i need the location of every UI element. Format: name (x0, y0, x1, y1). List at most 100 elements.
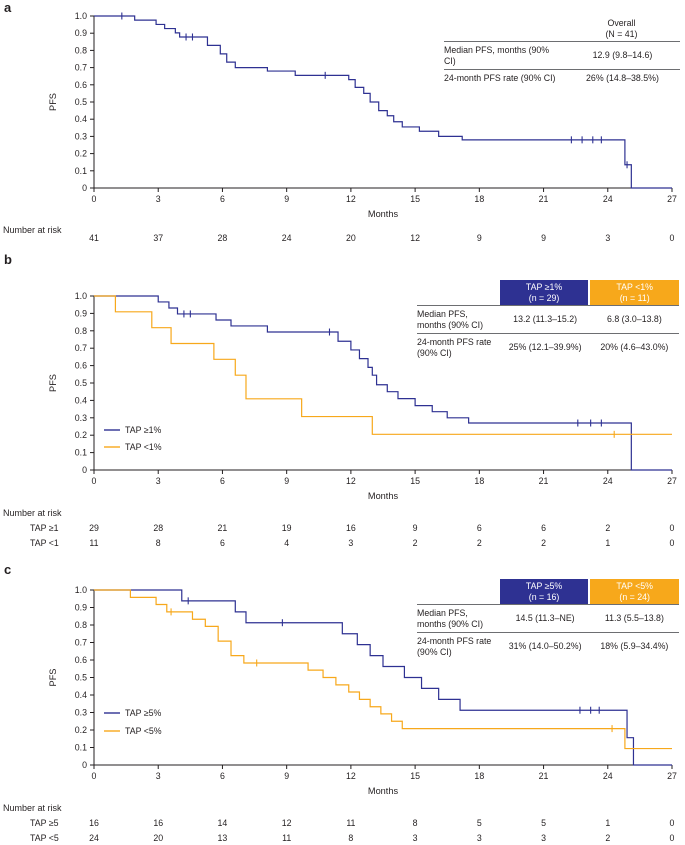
y-tick-label: 0.6 (75, 80, 87, 90)
km-chart-tap1: 00.10.20.30.40.50.60.70.80.91.00 3 6 9 12 15 1… (3, 291, 677, 548)
at-risk-count: 8 (156, 538, 161, 548)
x-axis-title: Months (368, 491, 399, 501)
at-risk-count: 16 (153, 818, 163, 828)
stats-row-label: Median PFS, months (90% CI) (417, 309, 483, 330)
number-at-risk-label: Number at risk (3, 803, 62, 813)
stats-table-header: TAP ≥5% (n = 16) TAP <5% (n = 24) (417, 579, 680, 606)
stats-table-row: 24-month PFS rate (90% CI) 31% (14.0–50.2… (417, 633, 679, 660)
at-risk-count: 3 (477, 833, 482, 843)
stats-row-label: Median PFS, months (90% CI) (444, 45, 550, 66)
y-tick-label: 0.6 (75, 655, 87, 665)
panel-c: 0 0.1 0.2 0.3 0.4 0.5 0.6 0.7 0.8 0.9 1.0 0 3 6 9 12 15 1… (0, 562, 685, 845)
column-subtitle: (N = 41) (605, 28, 638, 39)
legend-label: TAP <1% (125, 442, 162, 452)
x-tick-label: 3 (156, 194, 161, 204)
at-risk-count: 14 (218, 818, 228, 828)
y-tick-label: 0.1 (75, 448, 87, 458)
km-chart-overall: 0 0.1 0.2 0.3 0.4 0.5 0.6 0.7 0.8 0.9 1.0 0 3 6 9 12 15 1… (3, 11, 677, 243)
x-tick-label: 18 (474, 476, 484, 486)
at-risk-count: 28 (153, 523, 163, 533)
y-tick-label: 0.2 (75, 725, 87, 735)
at-risk-count: 41 (89, 233, 99, 243)
stats-table-row: 24-month PFS rate (90% CI) 25% (12.1–39.9… (417, 334, 679, 361)
x-tick-label: 0 (92, 194, 97, 204)
stats-table-tap5: TAP ≥5% (n = 16) TAP <5% (n = 24) Median PFS… (417, 579, 680, 660)
stats-row-value: 20% (4.6–43.0%) (600, 342, 669, 353)
stats-row-value: 31% (14.0–50.2%) (508, 641, 582, 652)
at-risk-count: 11 (282, 833, 291, 843)
legend-label: TAP ≥1% (125, 425, 161, 435)
stats-row-label: 24-month PFS rate (90% CI) (417, 337, 492, 358)
column-subtitle: (n = 11) (619, 292, 650, 303)
at-risk-count: 20 (153, 833, 163, 843)
x-tick-label: 0 (92, 476, 97, 486)
y-tick-label: 0.8 (75, 620, 87, 630)
stats-table-row: 24-month PFS rate (90% CI) 26% (14.8–38.5… (444, 70, 680, 87)
at-risk-count: 37 (153, 233, 163, 243)
stats-table-column-header: Overall (N = 41) (563, 16, 680, 41)
stats-table-header-spacer (417, 579, 498, 604)
x-tick-label: 3 (156, 771, 161, 781)
x-tick-label: 0 (92, 771, 97, 781)
at-risk-group-label: TAP <5 (30, 833, 59, 843)
y-tick-label: 0.5 (75, 97, 87, 107)
at-risk-count: 0 (670, 833, 675, 843)
at-risk-count: 6 (477, 523, 482, 533)
at-risk-count: 9 (541, 233, 546, 243)
column-subtitle: (n = 24) (619, 591, 650, 602)
stats-row-value: 26% (14.8–38.5%) (586, 73, 659, 84)
y-tick-label: 0.4 (75, 395, 87, 405)
number-at-risk-label: Number at risk (3, 508, 62, 518)
stats-row-value: 13.2 (11.3–15.2) (513, 314, 578, 325)
stats-row-label: 24-month PFS rate (90% CI) (417, 636, 492, 657)
at-risk-group-label: TAP <1 (30, 538, 59, 548)
column-subtitle: (n = 16) (528, 591, 560, 602)
x-tick-label: 21 (539, 771, 549, 781)
x-tick-label: 6 (220, 476, 225, 486)
at-risk-count: 0 (670, 233, 675, 243)
at-risk-count: 5 (477, 818, 482, 828)
at-risk-count: 2 (541, 538, 546, 548)
legend-label: TAP <5% (125, 726, 162, 736)
y-tick-label: 0.1 (75, 743, 87, 753)
stats-row-label: Median PFS, months (90% CI) (417, 608, 483, 629)
stats-table-header-spacer (417, 280, 498, 305)
x-tick-label: 27 (667, 771, 677, 781)
at-risk-count: 8 (413, 818, 418, 828)
at-risk-count: 16 (89, 818, 99, 828)
km-curve-navy (94, 589, 672, 766)
y-tick-label: 1.0 (75, 291, 87, 301)
x-tick-label: 24 (603, 476, 613, 486)
stats-table-row: Median PFS, months (90% CI) 13.2 (11.3–15… (417, 306, 679, 335)
x-tick-label: 15 (410, 771, 420, 781)
stats-table-column-header: TAP ≥1% (n = 29) (499, 280, 589, 306)
y-tick-label: 0.7 (75, 63, 87, 73)
panel-label-a: a (4, 0, 12, 15)
km-chart-tap5: 00.10.20.30.40.50.60.70.80.91.00 3 6 9 12 15 1… (3, 585, 677, 843)
at-risk-count: 2 (605, 523, 610, 533)
km-curve-navy (94, 295, 672, 471)
at-risk-count: 13 (218, 833, 228, 843)
y-tick-label: 0.7 (75, 343, 87, 353)
panel-b: 0 0.1 0.2 0.3 0.4 0.5 0.6 0.7 0.8 0.9 1.0 0 3 6 9 12 15 1… (0, 252, 685, 562)
column-title: TAP <5% (616, 581, 653, 591)
column-title: TAP <1% (616, 282, 653, 292)
stats-table-header: Overall (N = 41) (444, 16, 680, 43)
x-tick-label: 9 (284, 194, 289, 204)
at-risk-count: 24 (89, 833, 99, 843)
at-risk-count: 12 (282, 818, 292, 828)
x-tick-label: 15 (410, 194, 420, 204)
at-risk-count: 1 (605, 818, 610, 828)
x-tick-label: 9 (284, 771, 289, 781)
x-tick-label: 27 (667, 194, 677, 204)
at-risk-count: 11 (89, 538, 98, 548)
at-risk-count: 2 (413, 538, 418, 548)
stats-table-row: Median PFS, months (90% CI) 14.5 (11.3–NE… (417, 605, 679, 634)
at-risk-group-label: TAP ≥1 (30, 523, 59, 533)
x-tick-label: 21 (539, 194, 549, 204)
legend-label: TAP ≥5% (125, 708, 161, 718)
x-tick-label: 24 (603, 771, 613, 781)
at-risk-count: 16 (346, 523, 356, 533)
x-tick-label: 6 (220, 771, 225, 781)
